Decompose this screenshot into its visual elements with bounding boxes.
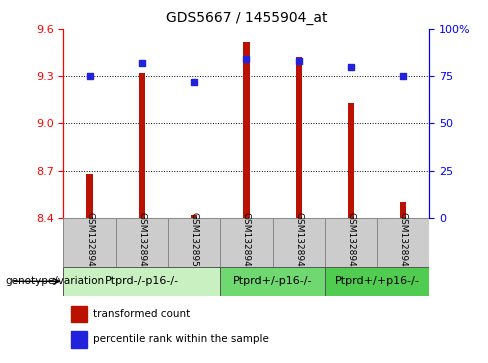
Text: GSM1328943: GSM1328943 (399, 212, 408, 273)
Bar (71, 331, 87, 348)
Bar (348, 103, 354, 218)
Bar (116, 218, 168, 267)
Title: GDS5667 / 1455904_at: GDS5667 / 1455904_at (166, 11, 327, 25)
Bar (377, 218, 429, 267)
Point (138, 60, 146, 66)
Text: GSM1328951: GSM1328951 (190, 212, 199, 273)
Text: percentile rank within the sample: percentile rank within the sample (93, 334, 268, 344)
Bar (244, 42, 249, 218)
Text: genotype/variation: genotype/variation (5, 276, 104, 286)
Text: Ptprd+/+p16-/-: Ptprd+/+p16-/- (335, 276, 420, 286)
Text: transformed count: transformed count (93, 309, 190, 319)
Text: Ptprd+/-p16-/-: Ptprd+/-p16-/- (233, 276, 312, 286)
Bar (86, 174, 93, 218)
Bar (71, 306, 87, 322)
Text: GSM1328946: GSM1328946 (294, 212, 303, 273)
Text: Ptprd-/-p16-/-: Ptprd-/-p16-/- (105, 276, 179, 286)
Bar (325, 267, 429, 296)
Text: GSM1328948: GSM1328948 (85, 212, 94, 273)
Text: GSM1328944: GSM1328944 (242, 212, 251, 273)
Point (347, 64, 355, 70)
Bar (220, 267, 325, 296)
Text: GSM1328949: GSM1328949 (137, 212, 146, 273)
Bar (273, 218, 325, 267)
Point (243, 56, 250, 62)
Bar (139, 73, 145, 218)
Bar (220, 218, 273, 267)
Bar (63, 218, 116, 267)
Bar (191, 216, 197, 218)
Point (190, 79, 198, 85)
Bar (63, 267, 220, 296)
Bar (400, 202, 407, 218)
Text: GSM1328942: GSM1328942 (346, 212, 356, 273)
Point (295, 58, 303, 64)
Bar (168, 218, 220, 267)
Point (86, 73, 94, 79)
Point (399, 73, 407, 79)
Bar (325, 218, 377, 267)
Bar (296, 57, 302, 218)
